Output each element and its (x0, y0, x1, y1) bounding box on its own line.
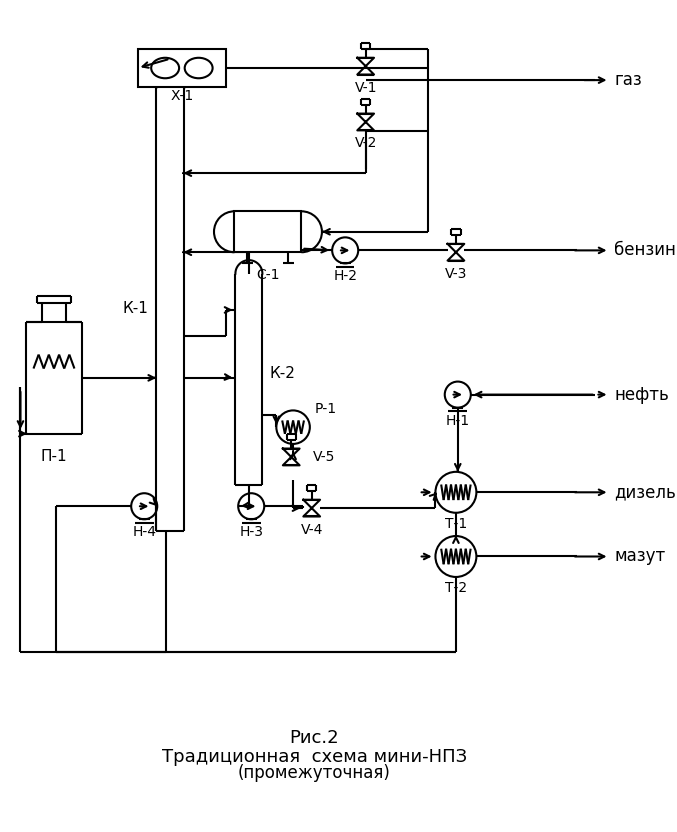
Text: газ: газ (614, 71, 642, 89)
Text: Т-2: Т-2 (445, 581, 467, 595)
Bar (234, 211, 301, 252)
Text: V-1: V-1 (355, 81, 377, 95)
Text: нефть: нефть (614, 385, 669, 404)
Text: бензин: бензин (614, 241, 676, 260)
Text: (промежуточная): (промежуточная) (238, 765, 391, 782)
Text: Т-1: Т-1 (445, 517, 467, 531)
Text: Рис.2: Рис.2 (290, 729, 339, 747)
Text: V-5: V-5 (313, 450, 335, 464)
Text: Р-1: Р-1 (315, 402, 336, 415)
Text: Н-4: Н-4 (132, 525, 156, 539)
Text: V-4: V-4 (301, 522, 323, 537)
Text: Н-1: Н-1 (445, 414, 470, 428)
Text: К-2: К-2 (270, 366, 296, 381)
Text: Традиционная  схема мини-НПЗ: Традиционная схема мини-НПЗ (162, 747, 467, 765)
Text: Н-2: Н-2 (333, 270, 357, 284)
Text: К-1: К-1 (123, 300, 149, 315)
Text: V-2: V-2 (355, 136, 377, 151)
Text: дизель: дизель (614, 483, 676, 502)
Text: V-3: V-3 (445, 266, 467, 280)
Text: Н-3: Н-3 (239, 525, 263, 539)
Text: С-1: С-1 (256, 268, 280, 281)
Text: мазут: мазут (614, 547, 665, 566)
Bar (137, 49, 226, 87)
Text: П-1: П-1 (41, 449, 67, 464)
Text: Х-1: Х-1 (171, 89, 194, 103)
